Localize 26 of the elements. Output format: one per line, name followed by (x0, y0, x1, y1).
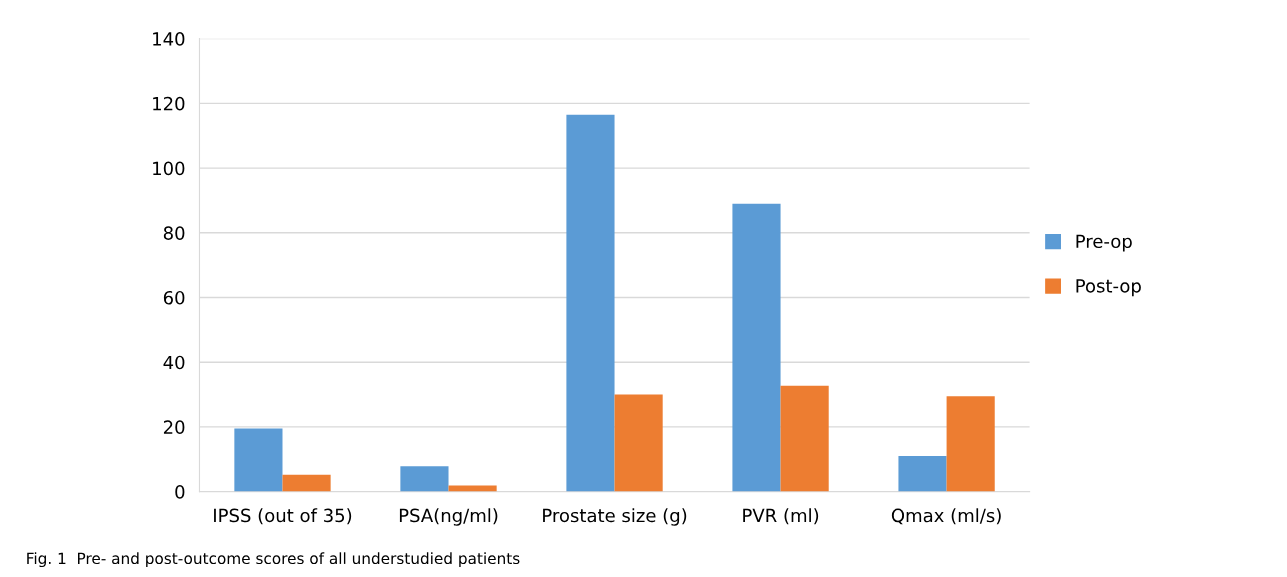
y-tick-label: 140 (153, 32, 185, 46)
x-tick-label: PVR (ml) (743, 508, 819, 525)
y-tick-label: 20 (163, 420, 185, 435)
y-tick-label: 80 (163, 226, 185, 240)
bar (234, 428, 283, 492)
bar (282, 474, 331, 492)
y-tick-label: 60 (163, 290, 185, 305)
legend-label: Pre-op (1076, 234, 1132, 252)
y-tick-label: 0 (175, 485, 185, 499)
legend-label: Post-op (1076, 279, 1141, 297)
bar (946, 396, 995, 492)
y-tick-label: 40 (163, 355, 185, 370)
bar (566, 114, 615, 492)
x-tick-label: IPSS (out of 35) (214, 508, 352, 525)
bar (732, 203, 781, 492)
x-tick-label: Prostate size (g) (543, 508, 687, 526)
bar (614, 394, 663, 492)
y-tick-label: 120 (153, 96, 185, 111)
x-tick-label: Qmax (ml/s) (891, 508, 1001, 525)
bar (898, 456, 947, 492)
x-tick-label: PSA(ng/ml) (399, 508, 498, 526)
bar (780, 385, 829, 492)
caption: Fig. 1 Pre- and post-outcome scores of all understudied patients (27, 552, 520, 568)
bar (400, 466, 449, 492)
bar (448, 485, 497, 492)
y-tick-label: 100 (153, 161, 185, 176)
